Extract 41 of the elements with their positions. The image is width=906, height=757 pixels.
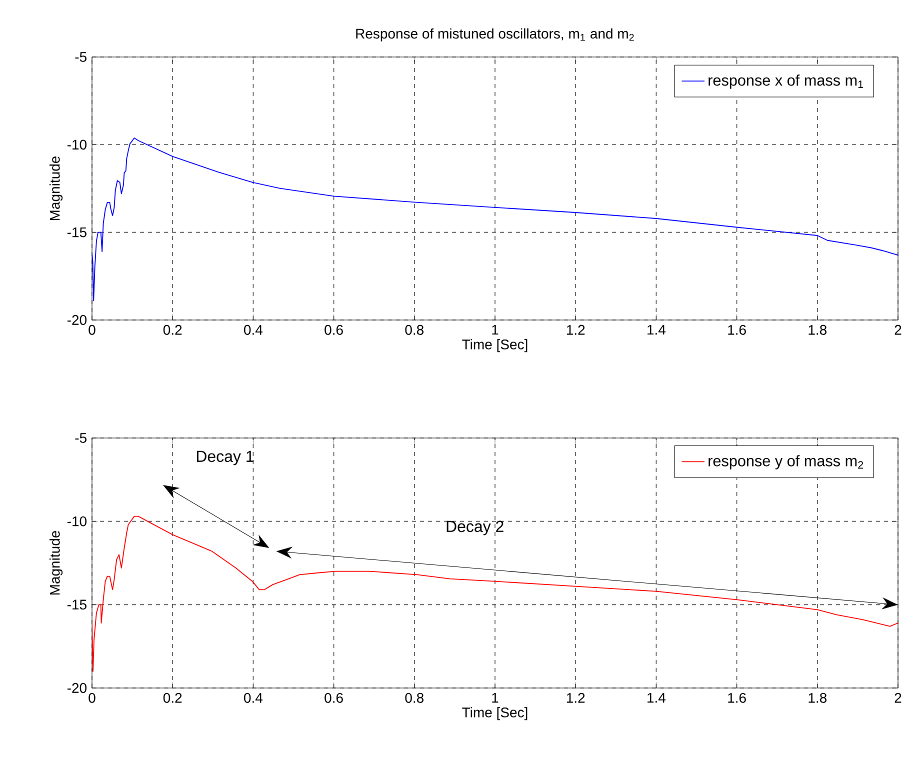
x-tick-label: 1.6 (728, 692, 746, 703)
y-tick-label: -5 (75, 52, 86, 62)
x-tick-label: 2 (894, 692, 902, 703)
y-tick-label: -15 (67, 600, 86, 610)
x-tick-label: 0 (88, 324, 96, 335)
x-axis-title: Time [Sec] (462, 707, 528, 720)
x-tick-label: 1.4 (648, 324, 666, 335)
y-tick-label: -5 (75, 433, 86, 443)
x-tick-label: 0.8 (405, 324, 424, 335)
x-tick-label: 0.2 (163, 324, 182, 335)
y-tick-label: -20 (67, 683, 87, 693)
x-tick-label: 1.8 (808, 324, 827, 335)
legend-label: response y of mass m$_{2}$ (708, 455, 864, 470)
x-tick-label: 2 (894, 324, 902, 335)
x-tick-label: 0.6 (324, 692, 343, 703)
x-tick-label: 0.4 (244, 692, 263, 703)
y-tick-label: -15 (67, 227, 86, 238)
y-axis-title: Magnitude (50, 156, 63, 220)
x-tick-label: 1.8 (808, 692, 827, 703)
x-tick-label: 0.4 (244, 324, 263, 335)
x-tick-label: 1 (492, 692, 498, 703)
x-tick-label: 1.2 (566, 692, 585, 703)
x-axis-title: Time [Sec] (462, 339, 528, 352)
x-tick-label: 0.2 (163, 692, 182, 703)
x-tick-label: 0 (88, 692, 96, 703)
x-tick-label: 1.6 (728, 324, 746, 335)
y-tick-label: -20 (67, 315, 87, 325)
x-tick-label: 1 (492, 324, 498, 335)
y-tick-label: -10 (67, 140, 87, 150)
y-tick-label: -10 (67, 516, 87, 526)
x-tick-label: 0.6 (324, 324, 343, 335)
x-tick-label: 1.4 (648, 692, 666, 703)
annotation: Decay 1 (196, 450, 254, 466)
y-axis-title: Magnitude (50, 530, 63, 595)
line-series (92, 516, 898, 672)
annotation: Decay 2 (446, 520, 504, 536)
chart-title: Response of mistuned oscillators, m$_{1}$ and m$_{2}$ (356, 28, 634, 42)
x-tick-label: 1.2 (566, 324, 585, 335)
legend-label: response x of mass m$_{1}$ (708, 74, 864, 89)
line-series (92, 138, 898, 302)
x-tick-label: 0.8 (405, 692, 424, 703)
